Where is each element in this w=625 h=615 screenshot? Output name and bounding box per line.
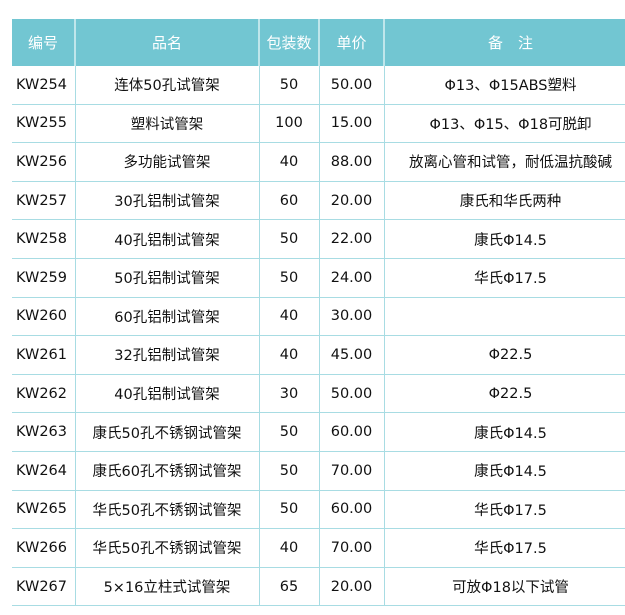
- cell-unit-price: 45.00: [318, 335, 385, 375]
- header-code: 编号: [12, 19, 76, 66]
- cell-name: 华氏50孔不锈钢试管架: [74, 528, 260, 568]
- cell-remark: Φ13、Φ15、Φ18可脱卸: [383, 104, 625, 144]
- header-remark: 备 注: [383, 19, 625, 66]
- cell-code: KW255: [12, 104, 76, 144]
- cell-remark: 华氏Φ17.5: [383, 258, 625, 298]
- table-row: KW259 50孔铝制试管架 50 24.00 华氏Φ17.5: [12, 258, 625, 298]
- table-row: KW262 40孔铝制试管架 30 50.00 Φ22.5: [12, 374, 625, 414]
- cell-pack-qty: 30: [258, 374, 320, 414]
- cell-unit-price: 22.00: [318, 219, 385, 259]
- cell-pack-qty: 100: [258, 104, 320, 144]
- cell-unit-price: 70.00: [318, 528, 385, 568]
- cell-code: KW260: [12, 297, 76, 337]
- cell-name: 30孔铝制试管架: [74, 181, 260, 221]
- cell-unit-price: 20.00: [318, 181, 385, 221]
- cell-code: KW264: [12, 451, 76, 491]
- table-row: KW261 32孔铝制试管架 40 45.00 Φ22.5: [12, 335, 625, 375]
- table-row: KW263 康氏50孔不锈钢试管架 50 60.00 康氏Φ14.5: [12, 412, 625, 452]
- cell-pack-qty: 40: [258, 297, 320, 337]
- cell-unit-price: 60.00: [318, 490, 385, 530]
- table-row: KW260 60孔铝制试管架 40 30.00: [12, 297, 625, 337]
- cell-remark: Φ22.5: [383, 374, 625, 414]
- cell-pack-qty: 50: [258, 451, 320, 491]
- cell-pack-qty: 60: [258, 181, 320, 221]
- header-row: 编号 品名 包装数 单价备 注: [12, 19, 625, 66]
- cell-remark: [383, 297, 625, 337]
- cell-unit-price: 20.00: [318, 567, 385, 607]
- cell-remark: Φ22.5: [383, 335, 625, 375]
- cell-pack-qty: 40: [258, 142, 320, 182]
- table-row: KW254 连体50孔试管架 50 50.00 Φ13、Φ15ABS塑料: [12, 66, 625, 105]
- table-row: KW266 华氏50孔不锈钢试管架 40 70.00 华氏Φ17.5: [12, 528, 625, 568]
- cell-pack-qty: 50: [258, 412, 320, 452]
- cell-unit-price: 24.00: [318, 258, 385, 298]
- cell-name: 5×16立柱式试管架: [74, 567, 260, 607]
- cell-remark: 康氏和华氏两种: [383, 181, 625, 221]
- cell-code: KW257: [12, 181, 76, 221]
- table-row: KW265 华氏50孔不锈钢试管架 50 60.00 华氏Φ17.5: [12, 490, 625, 530]
- table-row: KW258 40孔铝制试管架 50 22.00 康氏Φ14.5: [12, 219, 625, 259]
- cell-remark: 华氏Φ17.5: [383, 490, 625, 530]
- cell-unit-price: 15.00: [318, 104, 385, 144]
- cell-unit-price: 60.00: [318, 412, 385, 452]
- cell-name: 32孔铝制试管架: [74, 335, 260, 375]
- cell-code: KW266: [12, 528, 76, 568]
- cell-code: KW262: [12, 374, 76, 414]
- cell-code: KW254: [12, 66, 76, 105]
- cell-pack-qty: 40: [258, 528, 320, 568]
- cell-name: 多功能试管架: [74, 142, 260, 182]
- cell-unit-price: 88.00: [318, 142, 385, 182]
- cell-pack-qty: 50: [258, 66, 320, 105]
- cell-remark: 华氏Φ17.5: [383, 528, 625, 568]
- cell-name: 连体50孔试管架: [74, 66, 260, 105]
- cell-code: KW261: [12, 335, 76, 375]
- table-row: KW256 多功能试管架 40 88.00 放离心管和试管，耐低温抗酸碱: [12, 142, 625, 182]
- cell-unit-price: 50.00: [318, 374, 385, 414]
- cell-name: 60孔铝制试管架: [74, 297, 260, 337]
- cell-code: KW267: [12, 567, 76, 607]
- cell-remark: 康氏Φ14.5: [383, 451, 625, 491]
- cell-pack-qty: 40: [258, 335, 320, 375]
- cell-pack-qty: 50: [258, 490, 320, 530]
- cell-pack-qty: 50: [258, 258, 320, 298]
- product-table: 编号 品名 包装数 单价备 注 KW254 连体50孔试管架 50 50.00 Φ13、Φ15…: [12, 19, 625, 607]
- cell-code: KW256: [12, 142, 76, 182]
- table-row: KW264 康氏60孔不锈钢试管架 50 70.00 康氏Φ14.5: [12, 451, 625, 491]
- cell-code: KW259: [12, 258, 76, 298]
- cell-remark: 可放Φ18以下试管: [383, 567, 625, 607]
- cell-name: 康氏50孔不锈钢试管架: [74, 412, 260, 452]
- cell-code: KW263: [12, 412, 76, 452]
- cell-remark: 放离心管和试管，耐低温抗酸碱: [383, 142, 625, 182]
- cell-name: 40孔铝制试管架: [74, 219, 260, 259]
- cell-pack-qty: 65: [258, 567, 320, 607]
- cell-unit-price: 30.00: [318, 297, 385, 337]
- cell-remark: 康氏Φ14.5: [383, 412, 625, 452]
- header-pack-qty: 包装数: [258, 19, 320, 66]
- cell-name: 50孔铝制试管架: [74, 258, 260, 298]
- cell-unit-price: 50.00: [318, 66, 385, 105]
- cell-remark: 康氏Φ14.5: [383, 219, 625, 259]
- cell-name: 40孔铝制试管架: [74, 374, 260, 414]
- cell-remark: Φ13、Φ15ABS塑料: [383, 66, 625, 105]
- table-row: KW267 5×16立柱式试管架 65 20.00 可放Φ18以下试管: [12, 567, 625, 607]
- table-row: KW255 塑料试管架 100 15.00 Φ13、Φ15、Φ18可脱卸: [12, 104, 625, 144]
- header-unit-price: 单价: [318, 19, 385, 66]
- cell-unit-price: 70.00: [318, 451, 385, 491]
- cell-name: 塑料试管架: [74, 104, 260, 144]
- cell-name: 华氏50孔不锈钢试管架: [74, 490, 260, 530]
- cell-code: KW258: [12, 219, 76, 259]
- table-row: KW257 30孔铝制试管架 60 20.00 康氏和华氏两种: [12, 181, 625, 221]
- cell-code: KW265: [12, 490, 76, 530]
- cell-pack-qty: 50: [258, 219, 320, 259]
- cell-name: 康氏60孔不锈钢试管架: [74, 451, 260, 491]
- header-name: 品名: [74, 19, 260, 66]
